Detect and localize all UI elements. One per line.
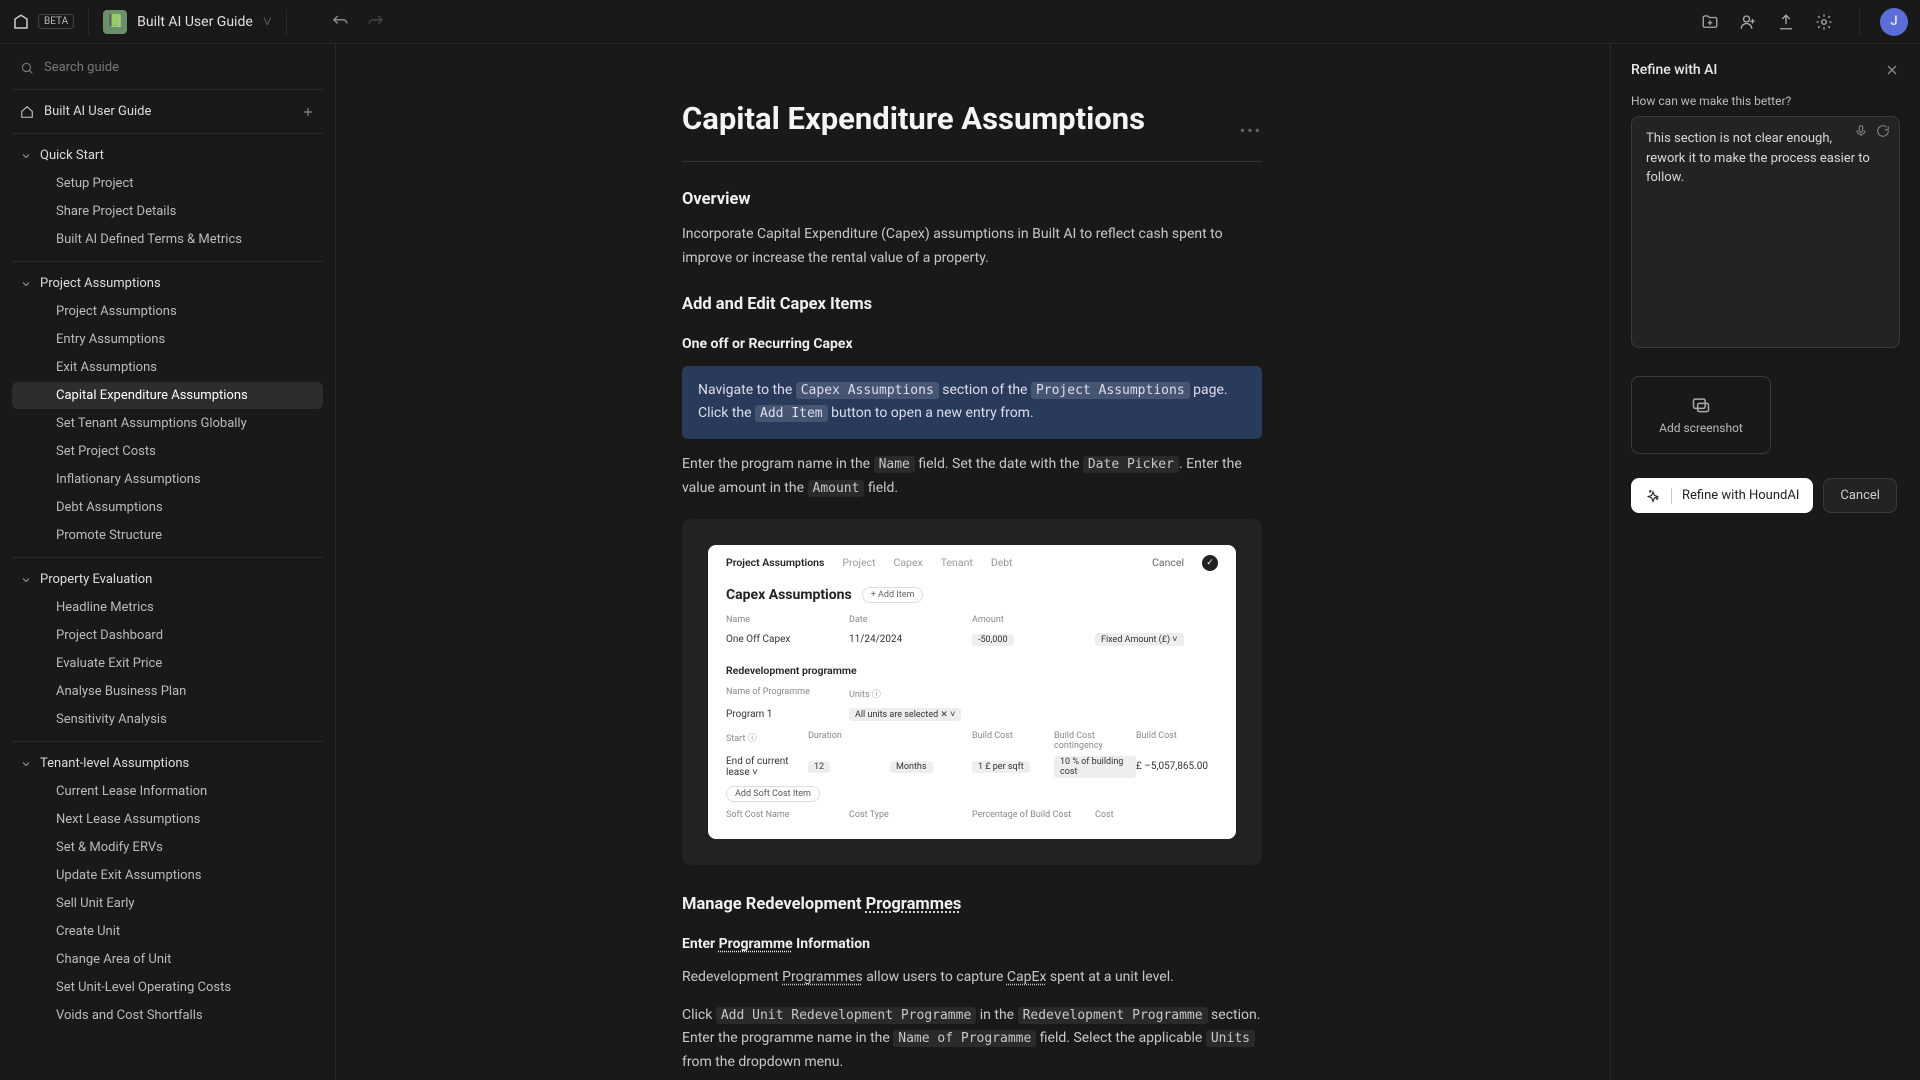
one-off-heading: One off or Recurring Capex (682, 336, 1262, 352)
search-placeholder: Search guide (44, 60, 119, 75)
folder-add-icon[interactable] (1701, 13, 1719, 31)
sidebar-item[interactable]: Entry Assumptions (12, 326, 323, 353)
prompt-label: How can we make this better? (1631, 94, 1900, 108)
sidebar-item[interactable]: Debt Assumptions (12, 494, 323, 521)
chevron-down-icon[interactable]: ˅ (263, 12, 272, 32)
sidebar-item[interactable]: Change Area of Unit (12, 946, 323, 973)
sidebar-section-header[interactable]: Tenant-level Assumptions (12, 750, 323, 777)
divider (1859, 9, 1860, 35)
sidebar-item[interactable]: Inflationary Assumptions (12, 466, 323, 493)
avatar[interactable]: J (1880, 8, 1908, 36)
divider (12, 133, 323, 134)
refine-button-label: Refine with HoundAI (1682, 488, 1799, 503)
chevron-down-icon (20, 150, 32, 162)
microphone-icon[interactable] (1854, 124, 1868, 138)
sidebar-home-label: Built AI User Guide (44, 104, 151, 119)
screenshot-icon (1691, 395, 1711, 415)
sidebar-item[interactable]: Project Assumptions (12, 298, 323, 325)
history-buttons (331, 13, 385, 31)
overview-heading: Overview (682, 190, 1262, 209)
topbar-right: J (1701, 8, 1908, 36)
gear-icon[interactable] (1815, 13, 1833, 31)
refresh-icon[interactable] (1876, 124, 1890, 138)
sidebar-item[interactable]: Headline Metrics (12, 594, 323, 621)
save-icon: ✓ (1202, 555, 1218, 571)
sidebar-item[interactable]: Project Dashboard (12, 622, 323, 649)
close-icon[interactable] (1884, 62, 1900, 78)
doc-icon[interactable]: 📗 (103, 10, 127, 34)
sidebar-item[interactable]: Built AI Defined Terms & Metrics (12, 226, 323, 253)
sparkle-icon (1645, 488, 1661, 504)
sidebar-item[interactable]: Voids and Cost Shortfalls (12, 1002, 323, 1029)
divider (12, 557, 323, 558)
sidebar-item[interactable]: Set & Modify ERVs (12, 834, 323, 861)
divider (12, 261, 323, 262)
undo-button[interactable] (331, 13, 349, 31)
add-user-icon[interactable] (1739, 13, 1757, 31)
main-content: Capital Expenditure Assumptions ••• Over… (336, 44, 1610, 1080)
divider (286, 9, 287, 35)
topbar: BETA 📗 Built AI User Guide ˅ J (0, 0, 1920, 44)
divider (88, 9, 89, 35)
cancel-button[interactable]: Cancel (1823, 478, 1897, 513)
search-icon (20, 61, 34, 75)
add-edit-heading: Add and Edit Capex Items (682, 295, 1262, 314)
programme-text: Redevelopment Programmes allow users to … (682, 966, 1262, 990)
sidebar-section-header[interactable]: Project Assumptions (12, 270, 323, 297)
refine-button[interactable]: Refine with HoundAI (1631, 478, 1813, 513)
refine-title: Refine with AI (1631, 62, 1717, 78)
programme-instruction: Click Add Unit Redevelopment Programme i… (682, 1004, 1262, 1075)
sidebar-item[interactable]: Share Project Details (12, 198, 323, 225)
sidebar-section-header[interactable]: Property Evaluation (12, 566, 323, 593)
sidebar-item[interactable]: Sell Unit Early (12, 890, 323, 917)
page-title: Capital Expenditure Assumptions (682, 100, 1145, 137)
refine-panel: Refine with AI How can we make this bett… (1610, 44, 1920, 1080)
add-page-icon[interactable] (301, 105, 315, 119)
embedded-screenshot: Project Assumptions Project Capex Tenant… (682, 519, 1262, 865)
sidebar-item[interactable]: Sensitivity Analysis (12, 706, 323, 733)
sidebar: Search guide Built AI User Guide Quick S… (0, 44, 336, 1080)
chevron-down-icon (20, 278, 32, 290)
sidebar-home[interactable]: Built AI User Guide (12, 98, 323, 125)
sidebar-item[interactable]: Next Lease Assumptions (12, 806, 323, 833)
refine-input[interactable] (1631, 116, 1900, 348)
screenshot-label: Add screenshot (1659, 421, 1743, 435)
sidebar-item[interactable]: Exit Assumptions (12, 354, 323, 381)
sidebar-item[interactable]: Capital Expenditure Assumptions (12, 382, 323, 409)
chevron-down-icon (20, 758, 32, 770)
shot-title: Capex Assumptions+ Add Item (726, 587, 1218, 603)
redo-button[interactable] (367, 13, 385, 31)
callout-box: Navigate to the Capex Assumptions sectio… (682, 366, 1262, 440)
app-logo-icon (12, 13, 30, 31)
sidebar-item[interactable]: Set Tenant Assumptions Globally (12, 410, 323, 437)
sidebar-item[interactable]: Create Unit (12, 918, 323, 945)
sidebar-item[interactable]: Update Exit Assumptions (12, 862, 323, 889)
shot-tabs: Project Assumptions Project Capex Tenant… (726, 555, 1218, 571)
logo-area: BETA (12, 13, 74, 31)
more-menu-icon[interactable]: ••• (1240, 121, 1262, 140)
search-input[interactable]: Search guide (12, 54, 323, 81)
sidebar-item[interactable]: Setup Project (12, 170, 323, 197)
divider (12, 741, 323, 742)
beta-badge: BETA (38, 14, 74, 29)
home-icon (20, 105, 34, 119)
doc-title[interactable]: Built AI User Guide (137, 14, 253, 30)
upload-icon[interactable] (1777, 13, 1795, 31)
sidebar-item[interactable]: Promote Structure (12, 522, 323, 549)
overview-text: Incorporate Capital Expenditure (Capex) … (682, 223, 1262, 271)
sidebar-item[interactable]: Set Project Costs (12, 438, 323, 465)
manage-heading: Manage Redevelopment Programmes (682, 895, 1262, 914)
sidebar-item[interactable]: Analyse Business Plan (12, 678, 323, 705)
sidebar-item[interactable]: Current Lease Information (12, 778, 323, 805)
sidebar-section-header[interactable]: Quick Start (12, 142, 323, 169)
divider (12, 89, 323, 90)
sidebar-item[interactable]: Set Unit-Level Operating Costs (12, 974, 323, 1001)
chevron-down-icon (20, 574, 32, 586)
instruction-text: Enter the program name in the Name field… (682, 453, 1262, 501)
divider (682, 161, 1262, 162)
add-screenshot-button[interactable]: Add screenshot (1631, 376, 1771, 454)
enter-programme-heading: Enter Programme Information (682, 936, 1262, 952)
sidebar-item[interactable]: Evaluate Exit Price (12, 650, 323, 677)
